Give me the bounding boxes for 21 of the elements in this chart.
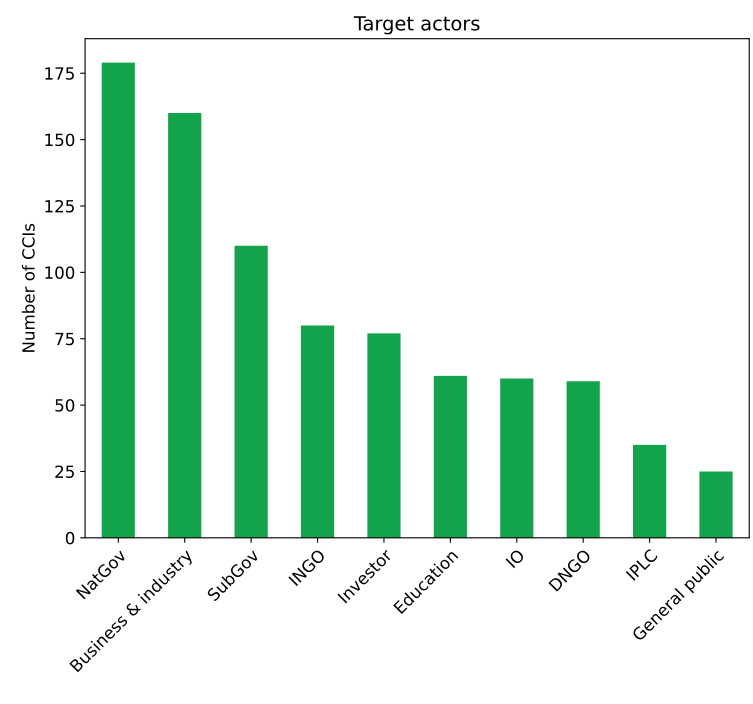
bar bbox=[102, 62, 135, 538]
y-tick-label: 50 bbox=[55, 399, 74, 412]
y-tick-label: 75 bbox=[56, 332, 74, 346]
bar bbox=[367, 333, 401, 538]
x-tick-label: IO bbox=[505, 548, 526, 568]
bar bbox=[699, 471, 733, 538]
y-tick-label: 175 bbox=[45, 67, 74, 80]
y-tick-label: 100 bbox=[45, 266, 74, 279]
y-tick-label: 125 bbox=[45, 200, 74, 213]
bar bbox=[168, 113, 202, 538]
bar bbox=[234, 246, 268, 538]
bar bbox=[300, 325, 334, 538]
bar bbox=[434, 376, 467, 538]
y-tick-label: 25 bbox=[55, 465, 74, 478]
y-axis-title: Number of CCIs bbox=[22, 224, 35, 352]
bar bbox=[633, 444, 666, 538]
y-tick-label: 150 bbox=[45, 134, 74, 146]
bar bbox=[500, 378, 534, 538]
chart-title: Target actors bbox=[354, 16, 480, 34]
y-tick-label: 0 bbox=[66, 532, 74, 544]
bar bbox=[566, 381, 600, 538]
